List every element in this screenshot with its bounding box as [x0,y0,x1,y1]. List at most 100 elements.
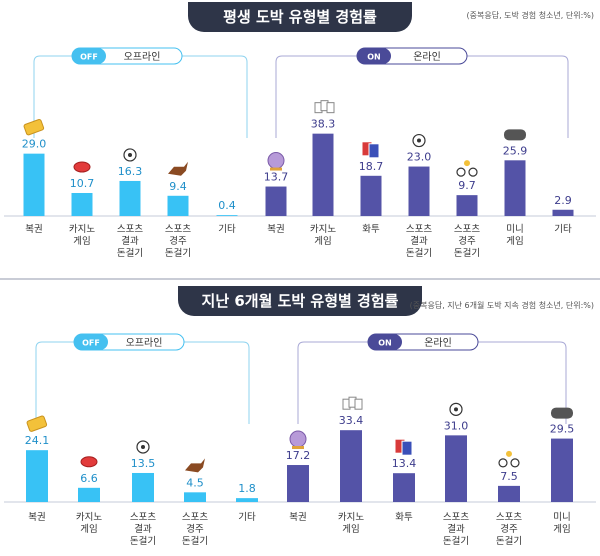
group-badge-code: ON [367,53,381,62]
bar-value-label: 23.0 [407,151,432,164]
bar-value-label: 25.9 [503,144,528,157]
bar [393,473,415,502]
playing-card-icon [326,102,335,114]
group-badge-code: OFF [82,339,100,348]
bar [551,438,573,502]
bar-value-label: 13.5 [131,457,156,470]
lottery-ticket-icon [23,118,45,136]
bar [71,192,93,216]
category-label: 카지노 [76,512,102,523]
group-badge-name: 온라인 [424,337,452,349]
casino-chip-icon [73,161,91,173]
bar-value-label: 16.3 [118,165,143,178]
bar [360,175,382,216]
lottery-wheel-stand [292,446,304,450]
category-label: 결과 [121,236,139,247]
bicycle-icon [498,458,508,468]
group-bracket [297,341,567,424]
category-label: 게임 [342,523,359,535]
bar [132,472,154,502]
group-badge-name: 오프라인 [124,51,161,63]
category-label: 카지노 [310,224,336,235]
category-label: 스포츠 [165,224,191,235]
category-label: 게임 [80,523,97,535]
hwatu-card-icon [401,440,413,456]
category-label: 기타 [218,224,236,235]
group-bracket [33,55,248,138]
bar-value-label: 29.0 [22,138,47,151]
bar-value-label: 7.5 [500,470,518,483]
category-label: 경주 [458,235,476,247]
category-label: 화투 [362,224,380,235]
category-label: 화투 [395,512,413,523]
category-label: 기타 [238,512,256,523]
group-badge-name: 온라인 [413,51,441,63]
category-label: 게임 [314,235,331,247]
bar-value-label: 13.4 [392,457,417,470]
bar [340,430,362,502]
category-label: 복권 [267,223,284,235]
bar [26,450,48,502]
category-label: 돈걸기 [406,247,432,259]
bar-value-label: 9.4 [169,180,187,193]
category-label: 경주 [169,235,187,247]
category-label: 돈걸기 [182,535,208,547]
category-label: 미니 [553,512,570,523]
casino-chip-icon [80,456,98,468]
category-label: 돈걸기 [117,247,143,259]
bar-value-label: 24.1 [25,434,50,447]
bicycle-icon-wheel [468,167,478,177]
category-label: 돈걸기 [130,535,156,547]
racehorse-icon [168,161,188,176]
category-label: 돈걸기 [165,247,191,259]
chart-note: (중복응답, 도박 경험 청소년, 단위:%) [466,11,594,20]
category-label: 스포츠 [406,224,432,235]
hwatu-card-icon [368,143,380,159]
bar-value-label: 17.2 [286,449,311,462]
category-label: 스포츠 [443,512,469,523]
category-label: 스포츠 [454,224,480,235]
bar [552,209,574,216]
bar [216,215,238,216]
group-badge-code: OFF [80,53,98,62]
category-label: 돈걸기 [443,535,469,547]
bar [119,180,141,216]
bar [265,186,287,216]
bar-value-label: 29.5 [550,423,575,436]
category-label: 미니 [506,224,523,235]
ball-icon-patch [141,444,145,449]
lifetime-gambling-panel: 평생 도박 유형별 경험률 (중복응답, 도박 경험 청소년, 단위:%) OF… [4,2,596,259]
category-label: 결과 [410,236,428,247]
category-label: 복권 [289,511,306,523]
category-label: 스포츠 [496,512,522,523]
lottery-ticket-icon [26,415,48,432]
group-badge-tag [72,48,106,64]
category-label: 스포츠 [130,512,156,523]
cyclist-icon [464,160,470,167]
racehorse-icon [185,458,205,473]
category-label: 기타 [554,224,572,235]
bicycle-icon-wheel [510,458,520,468]
bar [408,166,430,216]
lottery-wheel-stand [270,167,282,171]
bar-value-label: 31.0 [444,419,469,432]
group-badge-tag [357,48,391,64]
lottery-wheel-icon [289,430,307,448]
bar-value-label: 38.3 [311,118,336,131]
ball-icon-patch [417,138,421,143]
cyclist-icon [506,450,512,457]
category-label: 카지노 [69,224,95,235]
six-month-gambling-panel: 지난 6개월 도박 유형별 경험률 (중복응답, 지난 6개월 도박 지속 경험… [0,278,600,556]
bar [445,435,467,502]
bar-value-label: 10.7 [70,177,95,190]
chart-note: (중복응답, 지난 6개월 도박 지속 경험 청소년, 단위:%) [409,301,594,310]
gamepad-icon [551,407,573,419]
bar [167,195,189,216]
lottery-wheel-icon [267,152,285,170]
bar [312,133,334,216]
category-label: 복권 [25,223,42,235]
category-label: 결과 [134,524,152,535]
category-label: 경주 [500,523,518,535]
